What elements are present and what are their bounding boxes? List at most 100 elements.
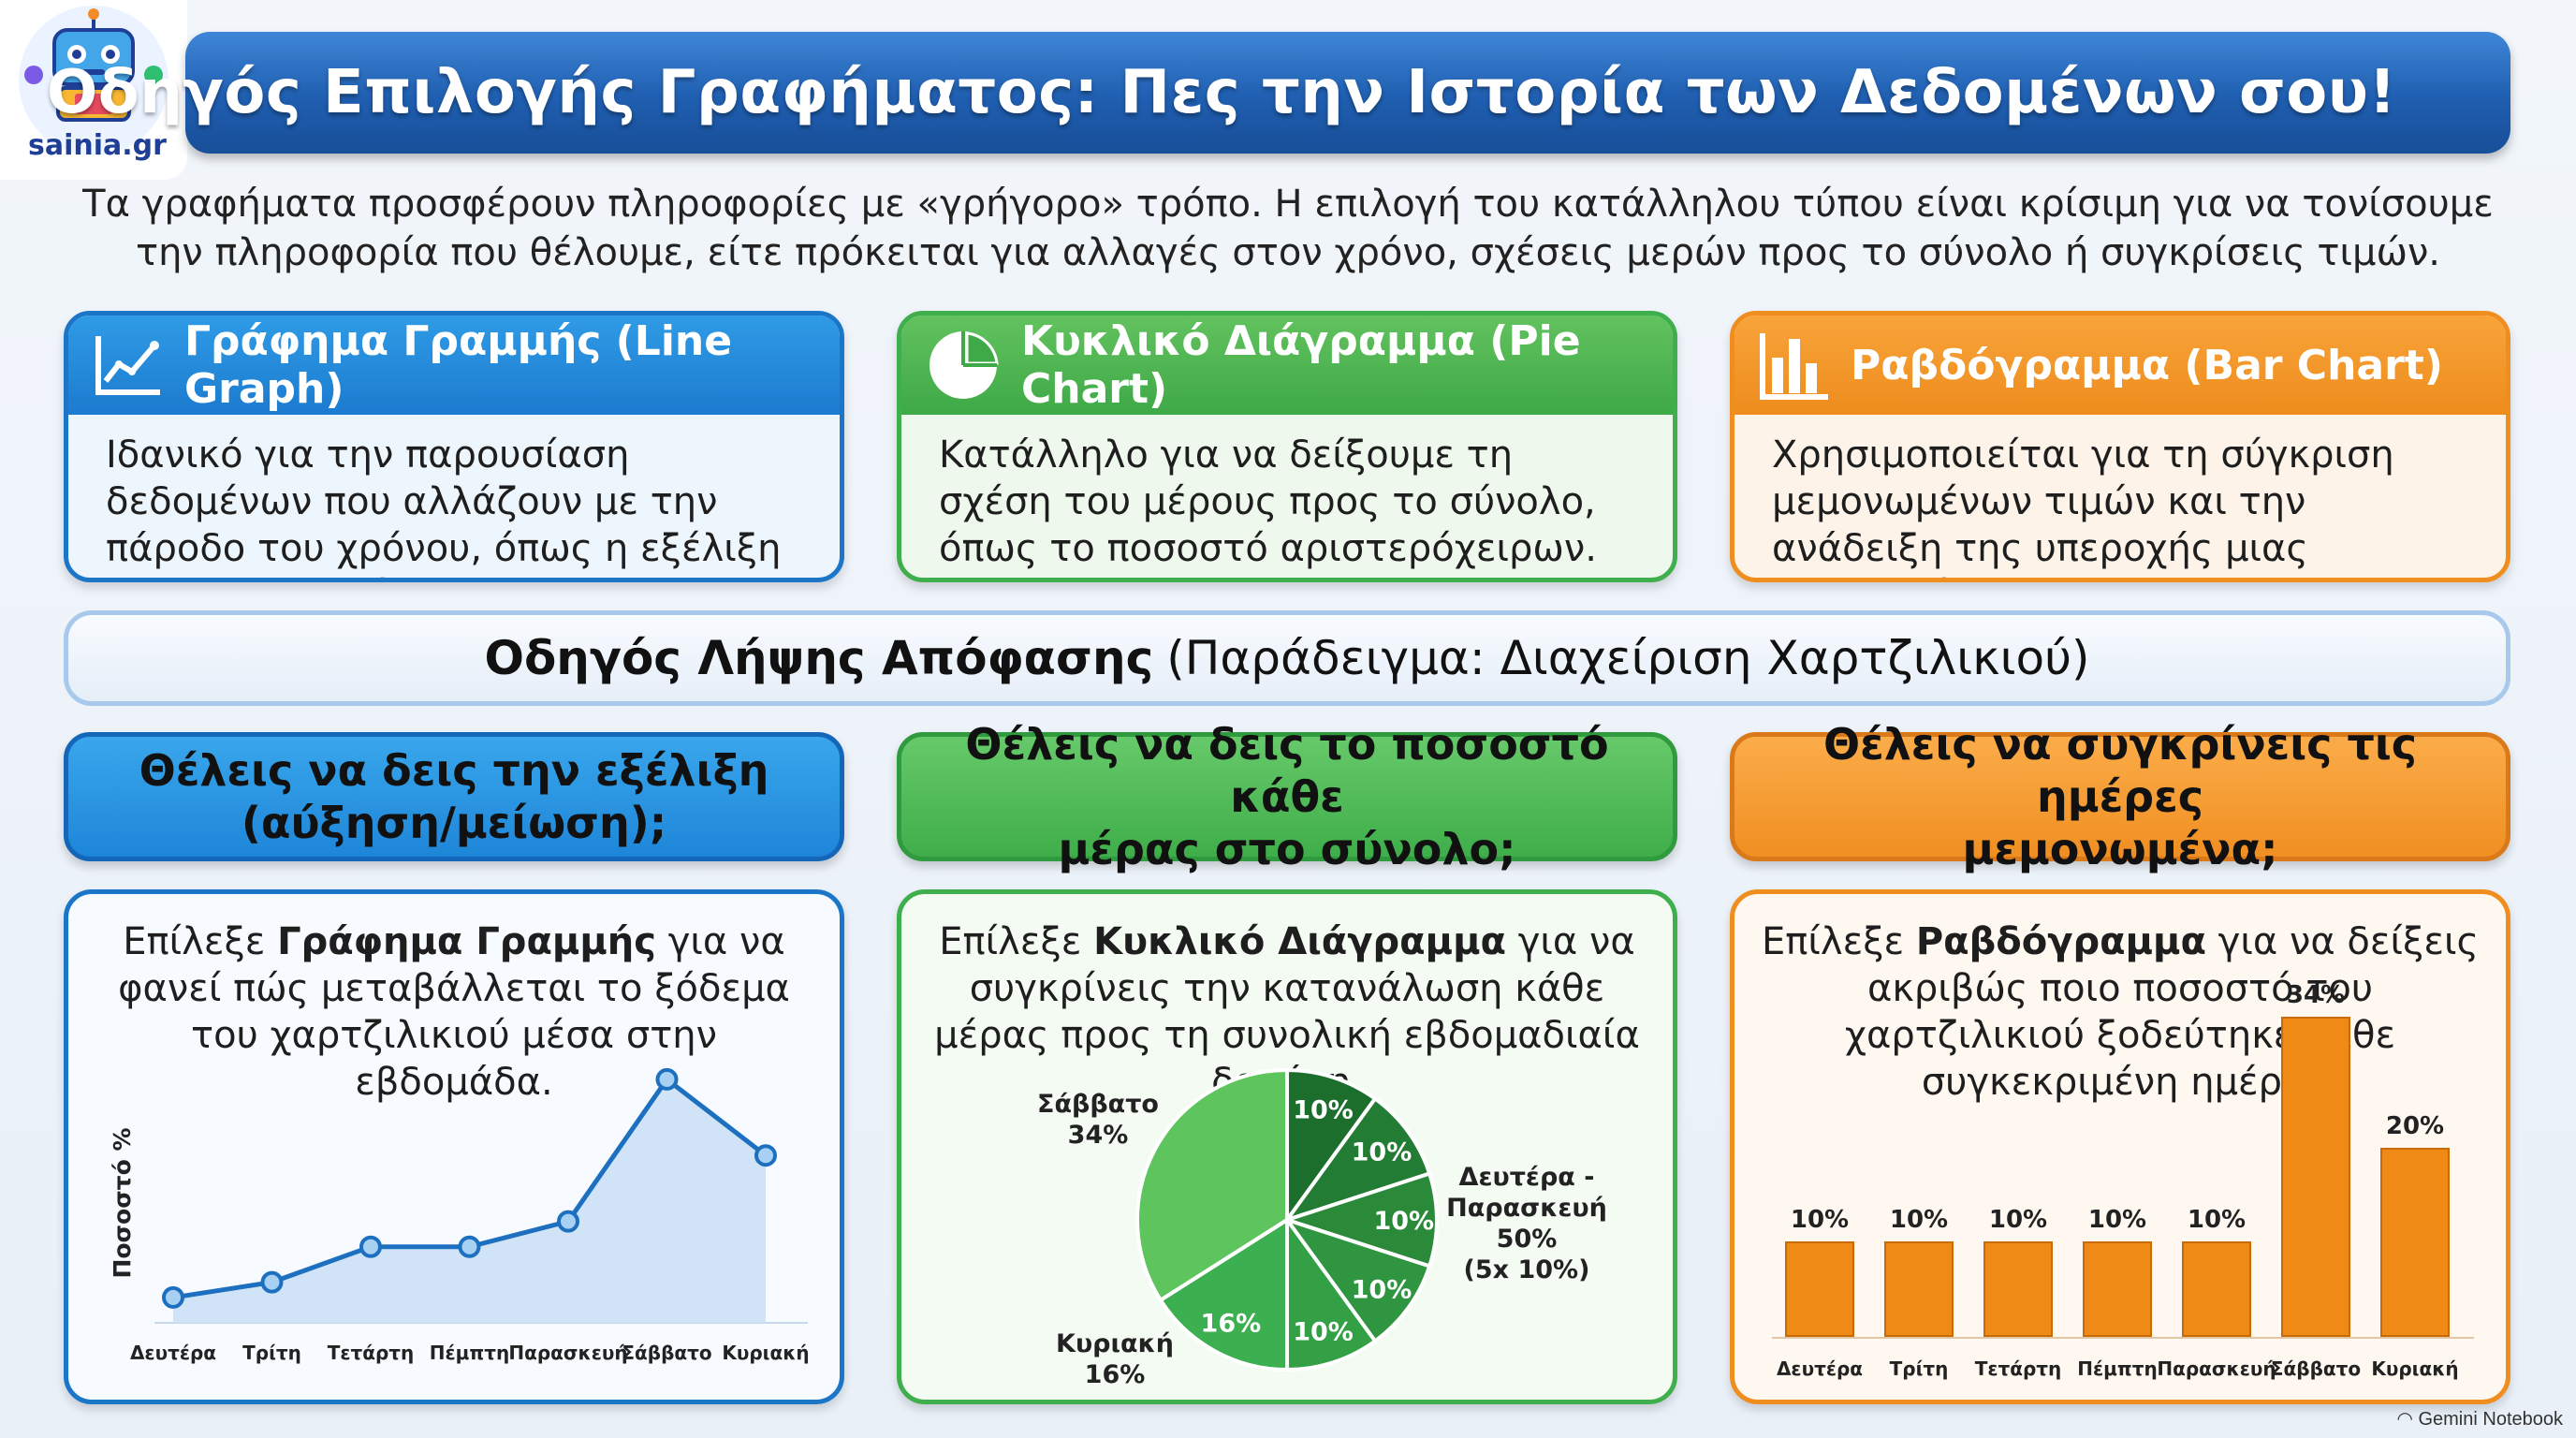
intro-line-1: Τα γραφήματα προσφέρουν πληροφορίες με «… <box>82 183 2494 226</box>
bar-chart-value-label: 10% <box>1791 1206 1849 1234</box>
decision-guide-example: (Παράδειγμα: Διαχείριση Χαρτζιλικιού) <box>1166 631 2090 685</box>
line-chart-x-tick: Κυριακή <box>722 1342 809 1364</box>
pie-annotation-sunday-name: Κυριακή <box>1056 1329 1174 1358</box>
title-banner: Οδηγός Επιλογής Γραφήματος: Πες την Ιστο… <box>47 32 2510 154</box>
card-pie-chart-text: Κατάλληλο για να δείξουμε τη σχέση του μ… <box>939 433 1597 570</box>
card-pie-chart-title: Κυκλικό Διάγραμμα (Pie Chart) <box>1021 317 1581 413</box>
bar-chart-bar <box>1884 1241 1954 1337</box>
pie-chart-slice <box>1281 1216 1432 1344</box>
decision-guide-banner: Οδηγός Λήψης Απόφασης (Παράδειγμα: Διαχε… <box>64 610 2510 706</box>
question-trend-line-2: (αύξηση/μείωση); <box>241 798 667 848</box>
bar-chart-bar <box>2281 1017 2350 1337</box>
pie-chart: 10%10%10%10%10%16%Σάββατο34%Κυριακή16%Δε… <box>1037 1067 1607 1389</box>
decision-guide-title: Οδηγός Λήψης Απόφασης <box>484 631 1154 685</box>
question-trend: Θέλεις να δεις την εξέλιξη (αύξηση/μείωσ… <box>64 732 844 861</box>
answer-line-pre: Επίλεξε <box>123 920 278 963</box>
pie-chart-slice-label: 10% <box>1293 1095 1354 1124</box>
intro-line-2: την πληροφορία που θέλουμε, είτε πρόκειτ… <box>135 231 2441 274</box>
line-chart-y-label: Ποσοστό % <box>109 1127 136 1278</box>
bar-chart-value-label: 10% <box>2188 1206 2246 1234</box>
card-bar-chart-title: Ραβδόγραμμα (Bar Chart) <box>1851 341 2443 389</box>
gemini-icon: ◠ <box>2396 1409 2419 1430</box>
pie-annotation-weekdays-3: 50% <box>1497 1225 1558 1254</box>
card-pie-chart-header: Κυκλικό Διάγραμμα (Pie Chart) <box>901 315 1673 415</box>
question-share-line-2: μέρας στο σύνολο; <box>1058 824 1516 874</box>
line-chart-x-tick: Πέμπτη <box>430 1342 509 1364</box>
question-share-line-1: Θέλεις να δεις το ποσοστό κάθε <box>965 719 1609 822</box>
pie-annotation-sunday-pct: 16% <box>1085 1360 1146 1389</box>
answer-pie-bold: Κυκλικό Διάγραμμα <box>1093 920 1506 963</box>
bar-chart-value-label: 10% <box>1890 1206 1948 1234</box>
bar-chart-bar <box>2182 1241 2251 1337</box>
line-chart-point <box>260 1270 284 1294</box>
answer-line-post: για να φανεί πώς μεταβάλλεται το ξόδεμα … <box>118 920 790 1104</box>
bar-chart-x-tick: Τετάρτη <box>1975 1357 2062 1380</box>
card-pie-chart: Κυκλικό Διάγραμμα (Pie Chart) Κατάλληλο … <box>897 311 1677 582</box>
answer-bar-post: για να δείξεις ακριβώς ποιο ποσοστό του … <box>1844 920 2479 1104</box>
footer-brand: ◠ Gemini Notebook <box>2396 1407 2563 1431</box>
pie-chart-slice <box>1135 1067 1289 1303</box>
line-chart-x-tick: Τρίτη <box>242 1342 301 1364</box>
question-compare-line-2: μεμονωμένα; <box>1962 824 2278 874</box>
card-bar-chart-text: Χρησιμοποιείται για τη σύγκριση μεμονωμέ… <box>1772 433 2394 578</box>
pie-annotation-weekdays-4: (5x 10%) <box>1464 1255 1590 1284</box>
line-chart-x-tick: Παρασκευή <box>508 1342 627 1364</box>
robot-logo-icon <box>19 6 168 155</box>
line-chart-point <box>359 1235 382 1258</box>
pie-chart-slice-label: 10% <box>1293 1318 1354 1347</box>
line-chart-x-tick: Σάββατο <box>622 1342 711 1364</box>
bar-chart-bar <box>2083 1241 2152 1337</box>
bar-chart-value-label: 10% <box>1989 1206 2047 1234</box>
site-logo: sainia.gr <box>0 0 187 180</box>
bar-chart-icon <box>1760 333 1828 400</box>
answer-line-text: Επίλεξε Γράφημα Γραμμής για να φανεί πώς… <box>87 918 821 1106</box>
pie-chart-slice-label: 10% <box>1373 1207 1434 1236</box>
pie-annotation-saturday-name: Σάββατο <box>1037 1090 1159 1119</box>
question-compare: Θέλεις να συγκρίνεις τις ημέρες μεμονωμέ… <box>1730 719 2510 874</box>
line-chart-icon <box>95 336 160 395</box>
answer-bar-text: Επίλεξε Ραβδόγραμμα για να δείξεις ακριβ… <box>1753 918 2487 1106</box>
pie-chart-slice-label: 10% <box>1352 1275 1412 1304</box>
card-bar-chart-header: Ραβδόγραμμα (Bar Chart) <box>1734 315 2506 415</box>
pie-chart-slice <box>1281 1095 1432 1224</box>
bar-chart-x-tick: Κυριακή <box>2371 1357 2458 1380</box>
page-title: Οδηγός Επιλογής Γραφήματος: Πες την Ιστο… <box>46 58 2397 127</box>
card-bar-chart: Ραβδόγραμμα (Bar Chart) Χρησιμοποιείται … <box>1730 311 2510 582</box>
pie-annotation-weekdays-1: Δευτέρα - <box>1459 1163 1595 1192</box>
question-share: Θέλεις να δεις το ποσοστό κάθε μέρας στο… <box>897 719 1677 874</box>
pie-chart-slice <box>1158 1216 1289 1372</box>
line-chart-x-tick: Δευτέρα <box>130 1342 216 1364</box>
bar-chart-value-label: 34% <box>2287 981 2345 1009</box>
line-chart-point <box>458 1235 481 1258</box>
answer-line-bold: Γράφημα Γραμμής <box>277 920 656 963</box>
line-chart-point <box>754 1144 777 1167</box>
card-line-graph-header: Γράφημα Γραμμής (Line Graph) <box>68 315 840 415</box>
line-chart-point <box>162 1285 184 1309</box>
pie-annotation-weekdays-2: Παρασκευή <box>1446 1194 1607 1223</box>
line-chart-point <box>557 1210 579 1233</box>
bar-chart: 10% Δευτέρα 10% Τρίτη 10% Τετάρτη 10% Πέμπτη 10%… <box>1772 981 2474 1380</box>
bar-chart-bar <box>1785 1241 1854 1337</box>
bar-chart-bar <box>1983 1241 2053 1337</box>
footer-brand-text: Gemini Notebook <box>2418 1409 2563 1430</box>
bar-chart-value-label: 20% <box>2386 1112 2444 1140</box>
card-line-graph-text: Ιδανικό για την παρουσίαση δεδομένων που… <box>106 433 782 578</box>
line-chart: Δευτέρα Τρίτη Τετάρτη Πέμπτη ΠαρασκευήΣάββατ… <box>109 1067 810 1364</box>
intro-paragraph: Τα γραφήματα προσφέρουν πληροφορίες με «… <box>66 180 2510 277</box>
bar-chart-x-tick: Σάββατο <box>2271 1357 2361 1380</box>
bar-chart-x-tick: Πέμπτη <box>2077 1357 2157 1380</box>
pie-annotation-saturday-pct: 34% <box>1068 1121 1129 1150</box>
pie-chart-slice <box>1285 1213 1378 1372</box>
line-chart-point <box>655 1067 679 1091</box>
pie-chart-icon <box>929 331 999 399</box>
bar-chart-x-tick: Τρίτη <box>1890 1357 1949 1380</box>
answer-bar-bold: Ραβδόγραμμα <box>1915 920 2206 963</box>
question-compare-line-1: Θέλεις να συγκρίνεις τις ημέρες <box>1822 719 2418 822</box>
pie-chart-slice <box>1281 1171 1439 1269</box>
card-line-graph: Γράφημα Γραμμής (Line Graph) Ιδανικό για… <box>64 311 844 582</box>
answer-panel-bar: Επίλεξε Ραβδόγραμμα για να δείξεις ακριβ… <box>1730 889 2510 1404</box>
line-chart-area <box>173 1078 766 1323</box>
bar-chart-value-label: 10% <box>2088 1206 2146 1234</box>
answer-panel-line: Επίλεξε Γράφημα Γραμμής για να φανεί πώς… <box>64 889 844 1404</box>
card-line-graph-title: Γράφημα Γραμμής (Line Graph) <box>184 317 733 413</box>
